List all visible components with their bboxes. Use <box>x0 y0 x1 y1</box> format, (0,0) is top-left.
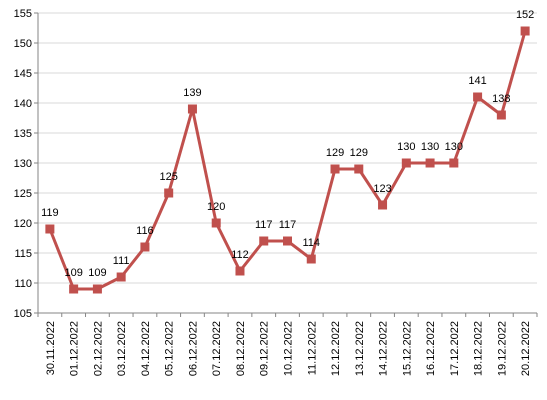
data-point-marker <box>449 158 459 168</box>
x-tick-label: 19.12.2022 <box>496 321 508 376</box>
y-tick-label: 145 <box>14 68 32 80</box>
data-label: 139 <box>183 87 201 99</box>
x-tick-label: 09.12.2022 <box>259 321 271 376</box>
x-tick-label: 17.12.2022 <box>449 321 461 376</box>
data-label: 119 <box>41 207 59 219</box>
data-label: 125 <box>160 171 178 183</box>
x-tick-label: 06.12.2022 <box>187 321 199 376</box>
data-point-marker <box>211 218 221 228</box>
data-point-marker <box>69 284 79 294</box>
data-point-marker <box>283 236 292 246</box>
x-tick-label: 14.12.2022 <box>378 321 390 376</box>
x-tick-label: 13.12.2022 <box>354 321 366 376</box>
data-point-marker <box>92 284 102 294</box>
data-point-marker <box>520 26 530 36</box>
series-line <box>45 26 530 294</box>
x-tick-label: 10.12.2022 <box>283 321 295 376</box>
x-tick-label: 03.12.2022 <box>116 321 128 376</box>
y-tick-label: 125 <box>14 188 32 200</box>
x-tick-label: 05.12.2022 <box>164 321 176 376</box>
data-point-marker <box>378 200 388 210</box>
data-point-marker <box>140 242 150 252</box>
y-tick-label: 140 <box>14 98 32 110</box>
data-point-marker <box>235 266 245 276</box>
y-tick-label: 105 <box>14 308 32 320</box>
data-label: 114 <box>302 237 320 249</box>
x-tick-label: 12.12.2022 <box>330 321 342 376</box>
data-labels: 119 109 109 111 116 125 139 120 112 117 117 114 129 1… <box>41 9 534 279</box>
y-tick-label: 155 <box>14 8 32 20</box>
y-tick-label: 130 <box>14 158 32 170</box>
data-point-marker <box>425 158 435 168</box>
x-tick-label: 30.11.2022 <box>45 321 57 375</box>
data-label: 138 <box>492 93 510 105</box>
gridlines <box>38 12 537 314</box>
data-point-marker <box>116 272 126 282</box>
x-tick-label: 16.12.2022 <box>425 321 437 376</box>
data-label: 117 <box>255 219 273 231</box>
data-point-marker <box>45 224 55 234</box>
data-label: 129 <box>350 147 368 159</box>
data-point-marker <box>187 104 197 114</box>
y-axis: 105 110 115 120 125 130 135 140 145 150 155 <box>14 8 39 320</box>
x-axis: 30.11.2022 01.12.2022 02.12.2022 03.12.2022… <box>37 312 538 376</box>
data-label: 130 <box>421 141 439 153</box>
data-point-marker <box>259 236 269 246</box>
data-label: 130 <box>397 141 415 153</box>
data-point-marker <box>473 92 483 102</box>
data-label: 141 <box>468 75 486 87</box>
y-tick-label: 150 <box>14 38 32 50</box>
y-tick-label: 135 <box>14 128 32 140</box>
data-label: 112 <box>231 249 249 261</box>
data-label: 120 <box>207 201 225 213</box>
y-tick-label: 110 <box>14 278 32 290</box>
y-tick-label: 120 <box>14 218 32 230</box>
data-point-marker <box>496 110 506 120</box>
x-tick-label: 07.12.2022 <box>211 321 223 376</box>
x-tick-label: 01.12.2022 <box>69 321 81 376</box>
data-label: 130 <box>445 141 463 153</box>
x-tick-label: 18.12.2022 <box>473 321 485 376</box>
x-tick-label: 08.12.2022 <box>235 321 247 376</box>
x-tick-label: 02.12.2022 <box>92 321 104 376</box>
data-point-marker <box>164 188 174 198</box>
data-label: 109 <box>88 267 106 279</box>
data-label: 116 <box>136 225 154 237</box>
data-label: 123 <box>373 183 391 195</box>
data-label: 109 <box>64 267 82 279</box>
data-label: 129 <box>326 147 344 159</box>
data-point-marker <box>306 254 316 264</box>
data-point-marker <box>330 164 340 174</box>
data-label: 117 <box>279 219 297 231</box>
x-tick-label: 20.12.2022 <box>520 321 532 376</box>
data-label: 152 <box>516 9 534 21</box>
x-tick-label: 04.12.2022 <box>140 321 152 376</box>
x-tick-label: 11.12.2022 <box>306 321 318 375</box>
data-point-marker <box>354 164 364 174</box>
data-point-marker <box>401 158 411 168</box>
data-label: 111 <box>113 255 130 267</box>
x-tick-label: 15.12.2022 <box>401 321 413 376</box>
y-tick-label: 115 <box>14 248 32 260</box>
